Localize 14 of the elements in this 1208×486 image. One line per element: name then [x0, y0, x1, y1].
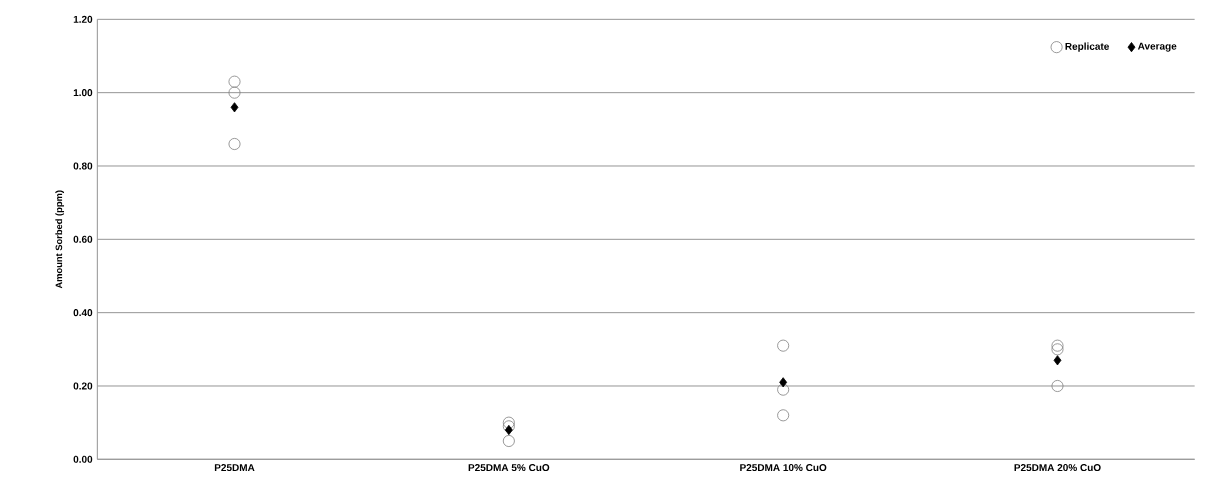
y-tick-label: 0.80	[73, 162, 93, 170]
x-tick-label: P25DMA 20% CuO	[1014, 464, 1101, 472]
y-tick-label: 0.40	[73, 309, 93, 317]
y-tick-label: 1.20	[73, 15, 93, 23]
y-tick-label: 0.60	[73, 235, 93, 243]
y-tick-label: 0.20	[73, 382, 93, 390]
legend-label: Average	[1137, 42, 1177, 52]
x-tick-label: P25DMA 10% CuO	[740, 464, 827, 472]
y-tick-label: 1.00	[73, 89, 93, 97]
x-tick-label: P25DMA	[214, 464, 255, 472]
y-tick-label: 0.00	[73, 455, 93, 463]
y-axis-title: Amount Sorbed (ppm)	[55, 190, 65, 289]
x-tick-label: P25DMA 5% CuO	[468, 464, 550, 472]
legend-label: Replicate	[1065, 42, 1109, 52]
